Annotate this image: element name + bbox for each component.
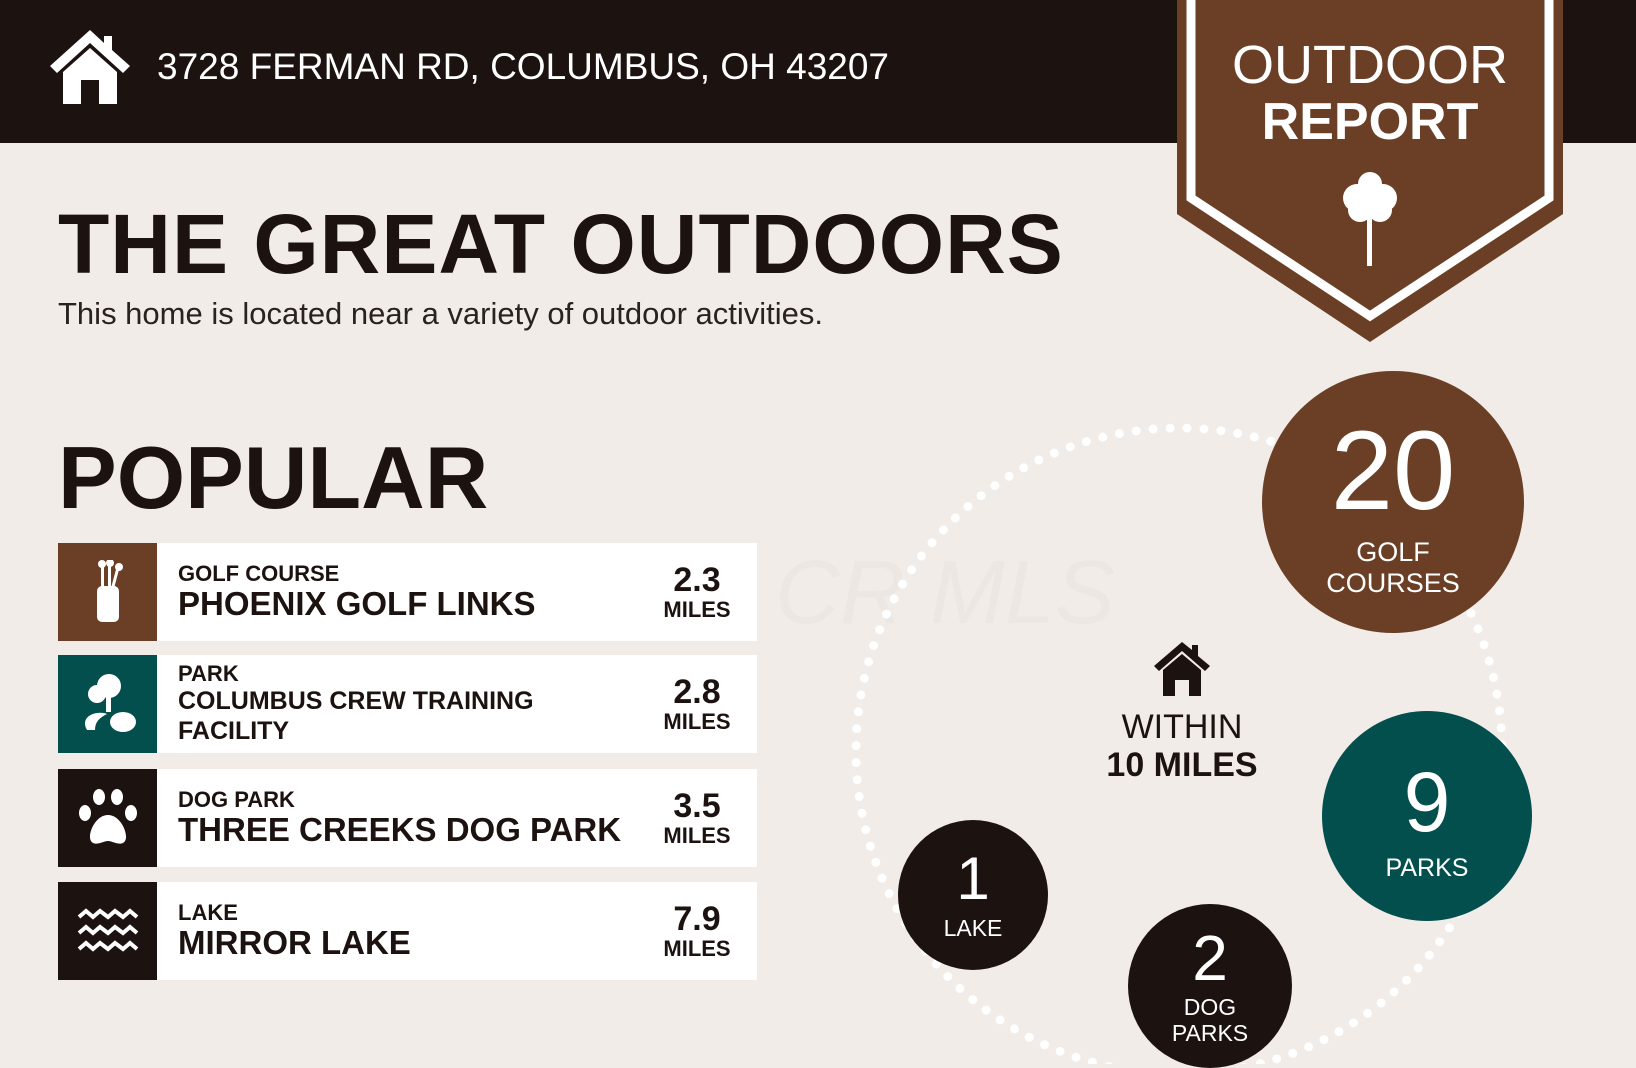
tree-icon: [1343, 172, 1397, 266]
item-category: PARK: [178, 661, 239, 686]
list-item-dog-park: DOG PARK THREE CREEKS DOG PARK 3.5 MILES: [58, 769, 757, 867]
within-radius-label: WITHIN 10 MILES: [1082, 708, 1282, 784]
paw-icon: [58, 769, 157, 867]
item-distance: 7.9: [673, 900, 721, 938]
item-distance-unit: MILES: [663, 597, 731, 622]
badge-inner-border: [1186, 0, 1554, 322]
item-distance: 2.8: [673, 673, 721, 711]
golf-courses-count: 20 GOLF COURSES: [1262, 371, 1524, 633]
home-icon-center: [1154, 642, 1210, 696]
waves-icon: [58, 882, 157, 980]
item-distance: 3.5: [673, 787, 721, 825]
count-label: COURSES: [1326, 568, 1460, 598]
list-item-park: PARK COLUMBUS CREW TRAINING FACILITY 2.8 M…: [58, 655, 757, 753]
parks-count: 9 PARKS: [1322, 711, 1532, 921]
item-name: MIRROR LAKE: [178, 924, 411, 961]
within-line1: WITHIN: [1121, 708, 1243, 746]
page-title: THE GREAT OUTDOORS: [58, 197, 1064, 291]
item-category: LAKE: [178, 900, 238, 925]
list-item-golf: GOLF COURSE PHOENIX GOLF LINKS 2.3 MILES: [58, 543, 757, 641]
item-name: THREE CREEKS DOG PARK: [178, 811, 622, 848]
item-distance-unit: MILES: [663, 823, 731, 848]
badge-title-line2: REPORT: [1261, 93, 1479, 151]
property-address: 3728 FERMAN RD, COLUMBUS, OH 43207: [157, 46, 890, 87]
item-category: GOLF COURSE: [178, 561, 340, 586]
list-item-lake: LAKE MIRROR LAKE 7.9 MILES: [58, 882, 757, 980]
count-value: 9: [1403, 754, 1451, 849]
home-icon: [50, 30, 130, 104]
count-label: PARKS: [1385, 853, 1469, 882]
lakes-count: 1 LAKE: [898, 820, 1048, 970]
park-trees-icon: [58, 655, 157, 753]
count-label: DOG: [1183, 993, 1237, 1020]
count-value: 20: [1330, 407, 1456, 533]
item-name: COLUMBUS CREW TRAINING FACILITY: [178, 687, 534, 745]
item-distance-unit: MILES: [663, 709, 731, 734]
item-distance: 2.3: [673, 561, 721, 599]
within-line2: 10 MILES: [1106, 746, 1258, 784]
badge-title-line1: OUTDOOR: [1232, 35, 1508, 95]
item-distance-unit: MILES: [663, 936, 731, 961]
watermark: CR MLS: [775, 543, 1116, 643]
count-label: GOLF: [1356, 536, 1430, 567]
count-value: 1: [956, 844, 990, 912]
item-name: PHOENIX GOLF LINKS: [178, 585, 536, 622]
count-label: LAKE: [943, 914, 1003, 941]
golf-bag-icon: [58, 543, 157, 641]
popular-heading: POPULAR: [58, 428, 489, 527]
item-category: DOG PARK: [178, 787, 295, 812]
count-label: PARKS: [1171, 1020, 1249, 1046]
dog-parks-count: 2 DOG PARKS: [1128, 904, 1292, 1068]
page-subtitle: This home is located near a variety of o…: [58, 296, 824, 331]
count-value: 2: [1192, 921, 1228, 994]
